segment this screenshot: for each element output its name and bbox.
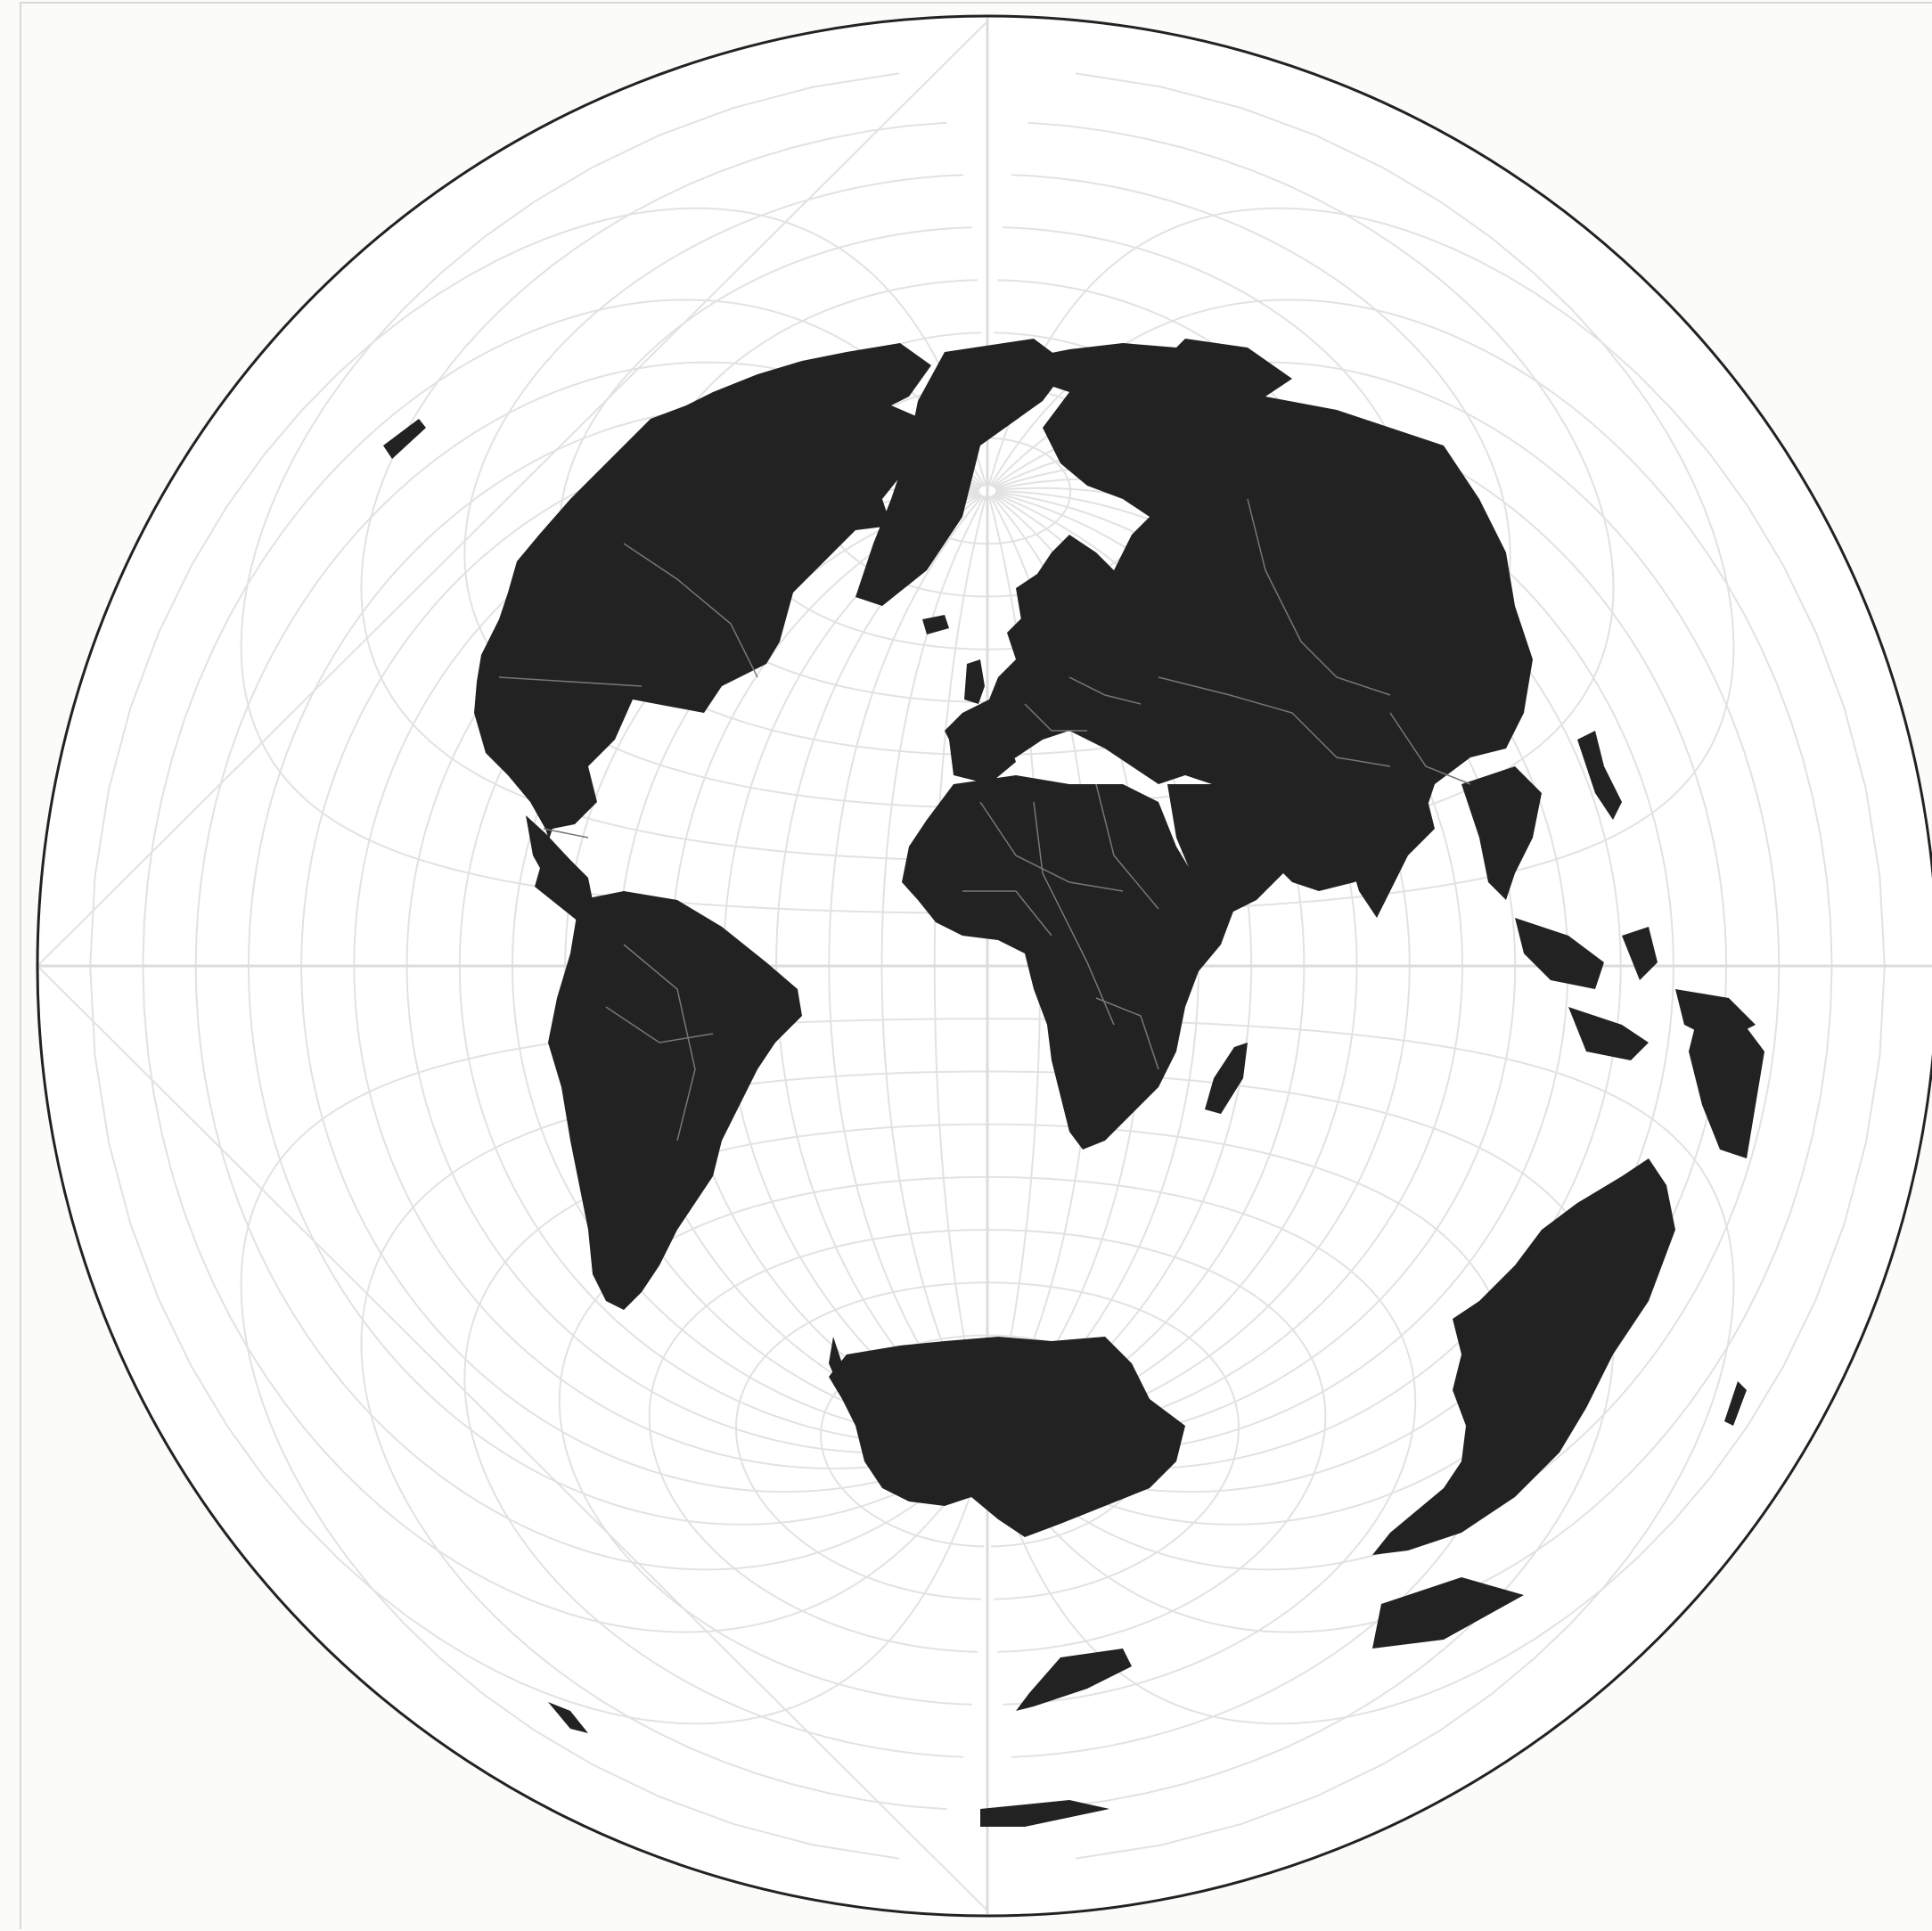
globe-outline	[36, 14, 1932, 1918]
landmass-central-america	[526, 815, 593, 909]
landmass-antarctic-peninsula	[829, 1337, 855, 1395]
landmass-arctic-islands	[784, 410, 909, 526]
landmass-iberia	[949, 735, 1016, 784]
landmass-antarctica-east	[1372, 1158, 1675, 1555]
center-axes	[37, 16, 1932, 1916]
landmasses	[383, 339, 1764, 1827]
landmass-madagascar	[1205, 1043, 1248, 1114]
landmass-south-america	[548, 891, 802, 1310]
landmass-new-zealand	[1016, 1649, 1132, 1711]
landmass-iceland	[922, 615, 949, 634]
country-borders	[498, 498, 1471, 1141]
landmass-southeast-asia	[1461, 766, 1542, 900]
landmass-japan	[1577, 731, 1622, 820]
landmass-australia	[1689, 998, 1764, 1158]
landmass-scandinavia	[1016, 570, 1078, 668]
landmass-india	[1337, 775, 1435, 918]
landmass-uk	[964, 659, 985, 704]
landmass-greenland	[855, 339, 1069, 606]
landmass-eurasia	[945, 339, 1533, 891]
landmass-africa	[902, 775, 1234, 1150]
landmass-antarctica	[829, 1337, 1185, 1537]
